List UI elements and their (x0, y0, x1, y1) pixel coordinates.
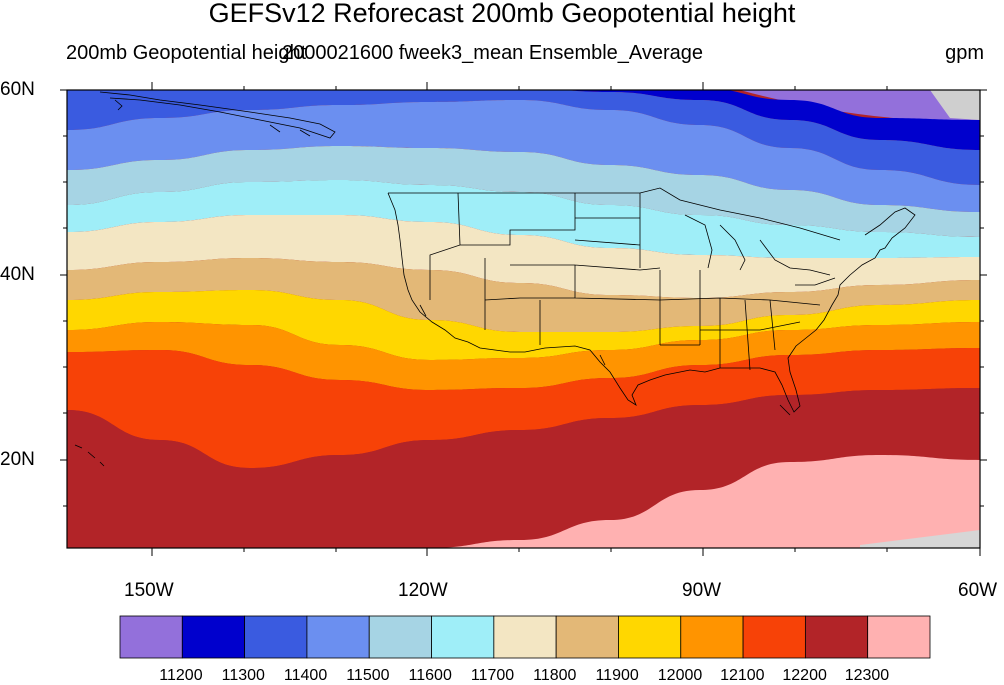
contour-band-11700 (67, 180, 980, 258)
colorbar-swatch (244, 615, 308, 659)
variable-subtitle: 200mb Geopotential height (66, 42, 307, 64)
lon-label-60w: 60W (958, 580, 998, 601)
colorbar-swatch (306, 615, 370, 659)
axis-ticks (60, 82, 987, 556)
contour-band-12200 (67, 348, 980, 468)
contour-band-11800 (67, 215, 980, 298)
colorbar-swatch (119, 615, 183, 659)
contour-band-11300 (565, 90, 980, 150)
colorbar-swatch (618, 615, 682, 659)
colorbar-label: 11400 (283, 667, 328, 684)
coastlines-and-borders (74, 91, 916, 467)
contour-band-12300 (67, 388, 980, 548)
forecast-subtitle: 2000021600 fweek3_mean Ensemble_Average (282, 42, 704, 64)
colorbar (119, 615, 931, 659)
colorbar-label: 11800 (533, 667, 577, 684)
missing-data-patch (860, 530, 980, 548)
contour-band-11600 (67, 146, 980, 237)
colorbar-label: 11700 (470, 667, 515, 684)
colorbar-label: 11600 (408, 667, 452, 684)
lat-label-60n: 60N (0, 79, 35, 100)
contour-band-above-12300 (67, 455, 980, 548)
colorbar-label: 11300 (221, 667, 265, 684)
units-label: gpm (945, 42, 984, 64)
colorbar-swatch (493, 615, 557, 659)
lon-label-90w: 90W (682, 580, 722, 601)
colorbar-label: 11900 (595, 667, 639, 684)
colorbar-label: 12200 (782, 667, 827, 684)
contour-band-11200 (740, 90, 980, 122)
map-frame (66, 89, 981, 549)
colorbar-swatch (368, 615, 432, 659)
contour-band-12000 (67, 290, 980, 360)
colorbar-swatch (555, 615, 619, 659)
colorbar-label: 11500 (346, 667, 390, 684)
contour-band-12100 (67, 322, 980, 390)
colorbar-label: 12100 (720, 667, 765, 684)
contour-band-11500 (67, 100, 980, 212)
colorbar-label: 11200 (159, 667, 203, 684)
missing-data-patch (930, 90, 980, 120)
lon-label-150w: 150W (124, 580, 174, 601)
contour-fill-layer (67, 90, 980, 548)
contour-band-11900 (67, 258, 980, 332)
colorbar-swatch (867, 615, 931, 659)
lat-label-40n: 40N (0, 264, 35, 285)
colorbar-label: 12000 (657, 667, 703, 684)
colorbar-swatch (680, 615, 744, 659)
colorbar-swatch (742, 615, 806, 659)
colorbar-label: 12300 (844, 667, 890, 684)
contour-band-11400 (67, 90, 980, 185)
colorbar-swatch (804, 615, 869, 659)
lat-label-20n: 20N (0, 449, 35, 470)
colorbar-swatch (181, 615, 246, 659)
map-title: GEFSv12 Reforecast 200mb Geopotential he… (208, 0, 796, 28)
lon-label-120w: 120W (398, 580, 448, 601)
colorbar-swatch (431, 615, 495, 659)
